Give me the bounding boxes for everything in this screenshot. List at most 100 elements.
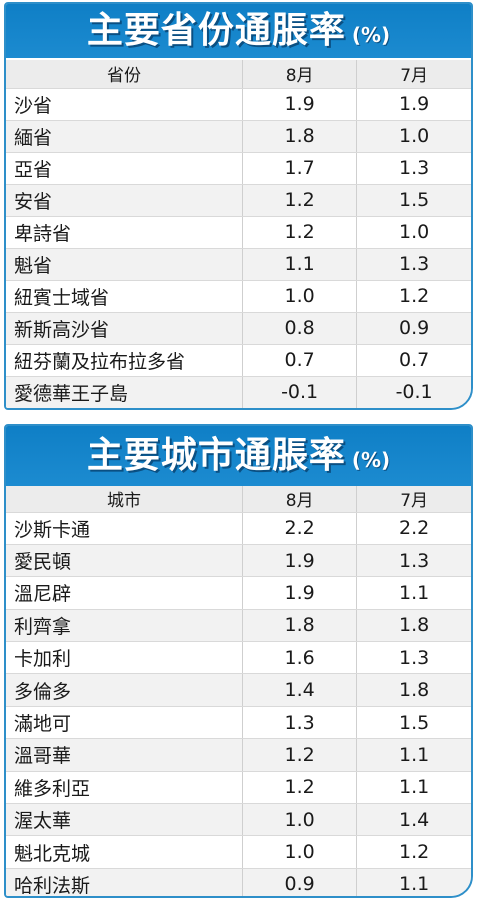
province-row: 卑詩省 1.2 1.0	[6, 216, 471, 249]
august-value-cell: 1.9	[242, 88, 358, 121]
july-value-cell: 1.8	[356, 673, 471, 707]
city-inflation-table: 城市 8月 7月 沙斯卡通 2.2 2.2 愛民頓 1.9 1.3 溫尼辟 1.9 1.1 利齊拿…	[6, 486, 471, 896]
province-row: 新斯高沙省 0.8 0.9	[6, 312, 471, 345]
august-value-cell: 1.2	[242, 771, 358, 805]
region-name-cell: 安省	[6, 184, 243, 217]
city-row: 沙斯卡通 2.2 2.2	[6, 512, 471, 545]
july-value-cell: 1.3	[356, 641, 471, 675]
region-name-cell: 溫尼辟	[6, 576, 243, 610]
province-header-row: 省份 8月 7月	[6, 60, 471, 89]
city-row: 利齊拿 1.8 1.8	[6, 609, 471, 643]
province-row: 愛德華王子島 -0.1 -0.1	[6, 376, 471, 408]
august-value-cell: 1.8	[242, 120, 358, 153]
august-value-cell: 0.7	[242, 344, 358, 377]
july-value-cell: 1.5	[356, 706, 471, 740]
region-name-cell: 溫哥華	[6, 738, 243, 772]
region-name-cell: 卑詩省	[6, 216, 243, 249]
august-value-cell: 1.7	[242, 152, 358, 185]
city-title-banner: 主要城市通脹率 (%)	[6, 426, 471, 486]
city-row: 卡加利 1.6 1.3	[6, 641, 471, 675]
region-name-cell: 愛德華王子島	[6, 376, 243, 408]
july-value-cell: 1.9	[356, 88, 471, 121]
region-name-cell: 哈利法斯	[6, 868, 243, 896]
city-header-row: 城市 8月 7月	[6, 486, 471, 513]
city-inflation-panel: 主要城市通脹率 (%) 城市 8月 7月 沙斯卡通 2.2 2.2 愛民頓 1.9 1.3 溫…	[4, 424, 473, 898]
region-name-cell: 卡加利	[6, 641, 243, 675]
province-title-banner: 主要省份通脹率 (%)	[6, 4, 471, 58]
august-value-cell: -0.1	[242, 376, 358, 408]
city-row: 哈利法斯 0.9 1.1	[6, 868, 471, 896]
province-row: 安省 1.2 1.5	[6, 184, 471, 217]
july-value-cell: 1.8	[356, 609, 471, 643]
region-name-cell: 紐芬蘭及拉布拉多省	[6, 344, 243, 377]
july-value-cell: 1.5	[356, 184, 471, 217]
july-value-cell: 1.3	[356, 248, 471, 281]
province-inflation-table: 省份 8月 7月 沙省 1.9 1.9 緬省 1.8 1.0 亞省 1.7 1.3 安省 1.2 1.…	[6, 60, 471, 408]
july-value-cell: 1.2	[356, 835, 471, 869]
august-value-cell: 1.0	[242, 835, 358, 869]
province-column-header: 省份	[6, 60, 243, 89]
july-value-cell: 1.1	[356, 738, 471, 772]
city-row: 溫尼辟 1.9 1.1	[6, 576, 471, 610]
august-value-cell: 1.4	[242, 673, 358, 707]
region-name-cell: 愛民頓	[6, 544, 243, 578]
city-row: 愛民頓 1.9 1.3	[6, 544, 471, 578]
region-name-cell: 多倫多	[6, 673, 243, 707]
august-value-cell: 1.0	[242, 803, 358, 837]
august-value-cell: 1.2	[242, 216, 358, 249]
august-value-cell: 1.9	[242, 576, 358, 610]
july-value-cell: 1.0	[356, 216, 471, 249]
region-name-cell: 滿地可	[6, 706, 243, 740]
july-value-cell: 0.7	[356, 344, 471, 377]
province-row: 緬省 1.8 1.0	[6, 120, 471, 153]
august-value-cell: 0.8	[242, 312, 358, 345]
province-row: 魁省 1.1 1.3	[6, 248, 471, 281]
july-value-cell: 1.3	[356, 152, 471, 185]
city-unit-label: (%)	[351, 448, 391, 472]
region-name-cell: 紐賓士域省	[6, 280, 243, 313]
august-column-header: 8月	[242, 486, 358, 513]
province-row: 紐芬蘭及拉布拉多省 0.7 0.7	[6, 344, 471, 377]
july-value-cell: 1.1	[356, 771, 471, 805]
august-value-cell: 1.0	[242, 280, 358, 313]
province-row: 沙省 1.9 1.9	[6, 88, 471, 121]
province-row: 紐賓士域省 1.0 1.2	[6, 280, 471, 313]
region-name-cell: 魁北克城	[6, 835, 243, 869]
city-row: 滿地可 1.3 1.5	[6, 706, 471, 740]
august-value-cell: 1.6	[242, 641, 358, 675]
august-value-cell: 1.1	[242, 248, 358, 281]
july-value-cell: -0.1	[356, 376, 471, 408]
region-name-cell: 沙省	[6, 88, 243, 121]
july-value-cell: 1.1	[356, 868, 471, 896]
city-table-title: 主要城市通脹率	[86, 435, 346, 476]
august-column-header: 8月	[242, 60, 358, 89]
region-name-cell: 渥太華	[6, 803, 243, 837]
august-value-cell: 2.2	[242, 512, 358, 545]
july-value-cell: 1.0	[356, 120, 471, 153]
july-column-header: 7月	[356, 486, 471, 513]
august-value-cell: 0.9	[242, 868, 358, 896]
province-table-title: 主要省份通脹率	[86, 10, 346, 51]
province-row: 亞省 1.7 1.3	[6, 152, 471, 185]
july-value-cell: 1.2	[356, 280, 471, 313]
city-row: 溫哥華 1.2 1.1	[6, 738, 471, 772]
july-value-cell: 1.1	[356, 576, 471, 610]
august-value-cell: 1.9	[242, 544, 358, 578]
city-column-header: 城市	[6, 486, 243, 513]
july-value-cell: 1.4	[356, 803, 471, 837]
city-row: 魁北克城 1.0 1.2	[6, 835, 471, 869]
region-name-cell: 魁省	[6, 248, 243, 281]
august-value-cell: 1.2	[242, 184, 358, 217]
province-unit-label: (%)	[351, 23, 391, 47]
region-name-cell: 亞省	[6, 152, 243, 185]
region-name-cell: 新斯高沙省	[6, 312, 243, 345]
region-name-cell: 利齊拿	[6, 609, 243, 643]
region-name-cell: 緬省	[6, 120, 243, 153]
city-row: 多倫多 1.4 1.8	[6, 673, 471, 707]
july-value-cell: 0.9	[356, 312, 471, 345]
province-inflation-panel: 主要省份通脹率 (%) 省份 8月 7月 沙省 1.9 1.9 緬省 1.8 1.0 亞省 1.…	[4, 2, 473, 410]
city-row: 維多利亞 1.2 1.1	[6, 771, 471, 805]
july-value-cell: 1.3	[356, 544, 471, 578]
july-column-header: 7月	[356, 60, 471, 89]
region-name-cell: 沙斯卡通	[6, 512, 243, 545]
